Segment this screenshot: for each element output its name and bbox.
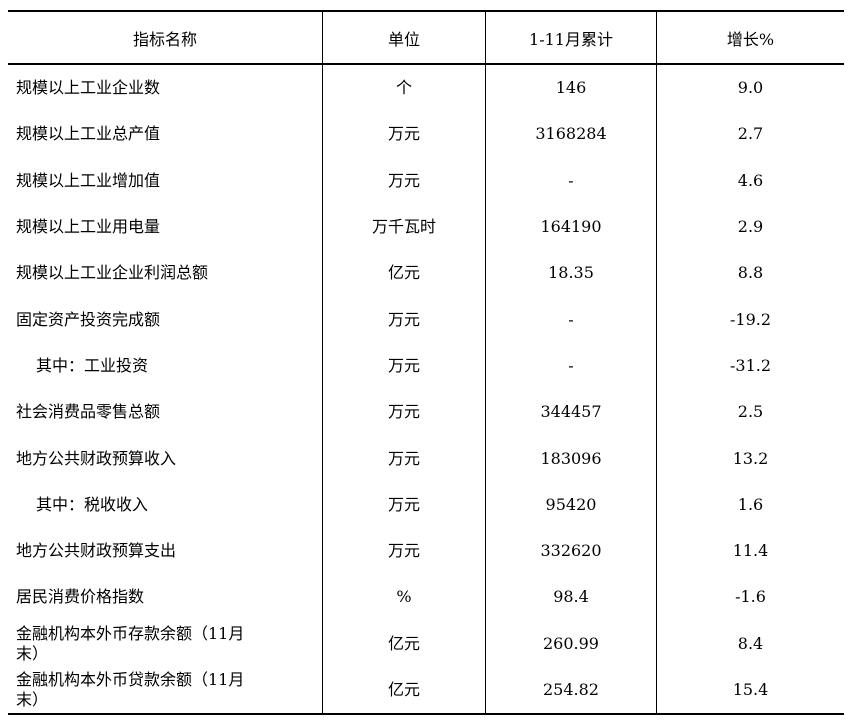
- indicator-name-cell: 固定资产投资完成额: [16, 309, 161, 329]
- header-unit: 单位: [322, 10, 486, 65]
- growth-cell: 11.4: [656, 527, 844, 575]
- growth-cell: 2.5: [656, 389, 844, 436]
- table-row: 其中：税收收入 万元 95420 1.6: [8, 481, 844, 528]
- growth-cell: 15.4: [656, 666, 844, 716]
- unit-cell: 万元: [322, 527, 486, 575]
- unit-cell: 万元: [322, 157, 486, 204]
- cumulative-value-cell: 332620: [485, 527, 657, 575]
- unit-cell: 万元: [322, 435, 486, 482]
- table-row: 金融机构本外币贷款余额（11月 末） 亿元 254.82 15.4: [8, 666, 844, 716]
- table-header-row: 指标名称 单位 1-11月累计 增长%: [8, 10, 844, 65]
- unit-cell: 亿元: [322, 666, 486, 716]
- indicator-name-cell: 其中：税收收入: [36, 494, 149, 514]
- cumulative-value-cell: 254.82: [485, 666, 657, 716]
- header-cumulative: 1-11月累计: [485, 10, 657, 65]
- unit-cell: 万元: [322, 111, 486, 158]
- cumulative-value-cell: 95420: [485, 481, 657, 528]
- table-row: 居民消费价格指数% 98.4 -1.6: [8, 574, 844, 621]
- indicator-name-cell: 规模以上工业企业数: [16, 78, 161, 98]
- unit-cell: 万千瓦时: [322, 203, 486, 251]
- growth-cell: 2.7: [656, 111, 844, 158]
- growth-cell: 9.0: [656, 64, 844, 112]
- cumulative-value-cell: 183096: [485, 435, 657, 482]
- indicator-name-cell: 地方公共财政预算支出: [16, 541, 177, 561]
- table-row: 地方公共财政预算支出 万元 332620 11.4: [8, 527, 844, 575]
- growth-cell: 8.4: [656, 620, 844, 667]
- indicator-name-cell: 金融机构本外币贷款余额（11月 末）: [8, 666, 323, 716]
- indicator-name-cell: 规模以上工业用电量: [16, 217, 161, 237]
- unit-cell: 万元: [322, 481, 486, 528]
- header-indicator-name: 指标名称: [8, 10, 323, 65]
- unit-cell: 亿元: [322, 620, 486, 667]
- growth-cell: -19.2: [656, 296, 844, 343]
- statistics-table: 指标名称 单位 1-11月累计 增长% 规模以上工业企业数个 146 9.0 规模以上…: [8, 10, 844, 716]
- cumulative-value-cell: 3168284: [485, 111, 657, 158]
- growth-cell: -31.2: [656, 342, 844, 390]
- growth-cell: -1.6: [656, 574, 844, 621]
- growth-cell: 1.6: [656, 481, 844, 528]
- table-row: 固定资产投资完成额 万元 - -19.2: [8, 296, 844, 343]
- table-row: 社会消费品零售总额 万元 344457 2.5: [8, 389, 844, 436]
- cumulative-value-cell: -: [485, 296, 657, 343]
- indicator-name-cell: 其中：工业投资: [36, 355, 149, 375]
- indicator-name-cell: 规模以上工业增加值: [16, 170, 161, 190]
- cumulative-value-cell: -: [485, 157, 657, 204]
- indicator-name-cell: 地方公共财政预算收入: [16, 448, 177, 468]
- table-row: 其中：工业投资 万元 - -31.2: [8, 342, 844, 390]
- table-row: 规模以上工业企业利润总额 亿元 18.35 8.8: [8, 250, 844, 297]
- cumulative-value-cell: 18.35: [485, 250, 657, 297]
- unit-cell: 万元: [322, 296, 486, 343]
- unit-cell: 万元: [322, 389, 486, 436]
- growth-cell: 2.9: [656, 203, 844, 251]
- cumulative-value-cell: 260.99: [485, 620, 657, 667]
- table-row: 地方公共财政预算收入 万元 183096 13.2: [8, 435, 844, 482]
- unit-cell: 个: [322, 64, 486, 112]
- indicator-name-cell: 金融机构本外币存款余额（11月 末）: [16, 623, 245, 663]
- growth-cell: 4.6: [656, 157, 844, 204]
- cumulative-value-cell: 98.4: [485, 574, 657, 621]
- table-row: 规模以上工业企业数 个 146 9.0: [8, 64, 844, 112]
- unit-cell: 万元: [322, 342, 486, 390]
- table-row: 规模以上工业增加值 万元 -4.6: [8, 157, 844, 204]
- unit-cell: 亿元: [322, 250, 486, 297]
- growth-cell: 13.2: [656, 435, 844, 482]
- indicator-name-cell: 规模以上工业总产值: [16, 124, 161, 144]
- indicator-name-cell: 规模以上工业企业利润总额: [16, 263, 209, 283]
- unit-cell: %: [322, 574, 486, 621]
- cumulative-value-cell: 164190: [485, 203, 657, 251]
- table-row: 规模以上工业用电量 万千瓦时 164190 2.9: [8, 203, 844, 251]
- indicator-name-cell: 社会消费品零售总额: [16, 402, 161, 422]
- indicator-name-cell: 居民消费价格指数: [16, 587, 145, 607]
- growth-cell: 8.8: [656, 250, 844, 297]
- table-row: 金融机构本外币存款余额（11月 末） 亿元 260.99 8.4: [8, 620, 844, 667]
- cumulative-value-cell: -: [485, 342, 657, 390]
- table-row: 规模以上工业总产值 万元 3168284 2.7: [8, 111, 844, 158]
- header-growth: 增长%: [656, 10, 844, 65]
- cumulative-value-cell: 146: [485, 64, 657, 112]
- cumulative-value-cell: 344457: [485, 389, 657, 436]
